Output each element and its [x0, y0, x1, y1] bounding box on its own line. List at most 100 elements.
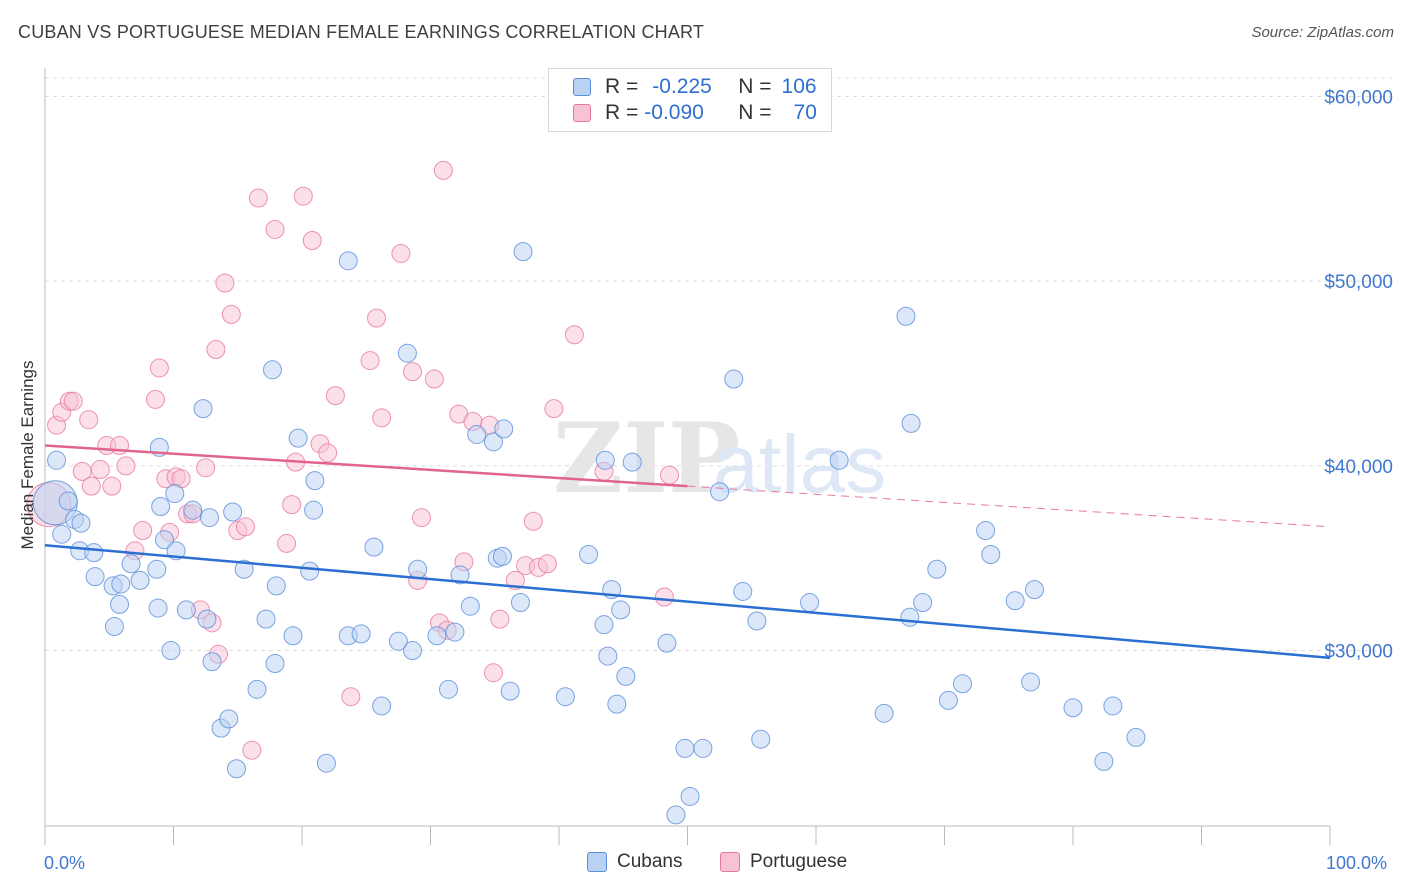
portuguese-point [325, 386, 345, 406]
bottom-legend-cubans[interactable]: Cubans [587, 851, 683, 873]
cuban-point [607, 694, 627, 714]
bottom-legend-portuguese[interactable]: Portuguese [720, 851, 847, 873]
legend-r-label: R = [605, 101, 639, 124]
cuban-point [1005, 591, 1025, 611]
cuban-point [733, 581, 753, 601]
cuban-point [165, 484, 185, 504]
portuguese-point [242, 740, 262, 760]
cuban-point [71, 513, 91, 533]
cuban-point [595, 450, 615, 470]
portuguese-point [433, 160, 453, 180]
portuguese-point [318, 443, 338, 463]
cuban-point [693, 738, 713, 758]
portuguese-point [102, 476, 122, 496]
cuban-point [338, 251, 358, 271]
cuban-point [197, 609, 217, 629]
cuban-point [494, 419, 514, 439]
cubans-legend-label: Cubans [617, 851, 683, 872]
portuguese-point [403, 362, 423, 382]
cuban-point [445, 622, 465, 642]
cuban-point [85, 567, 105, 587]
x-tick-label-min: 0.0% [44, 853, 86, 873]
cuban-point [510, 593, 530, 613]
cuban-point [262, 360, 282, 380]
cuban-point [594, 615, 614, 635]
cuban-point [223, 502, 243, 522]
cuban-point [176, 600, 196, 620]
portuguese-point [116, 456, 136, 476]
cuban-point [938, 690, 958, 710]
cuban-point [47, 450, 67, 470]
cuban-point [1094, 751, 1114, 771]
portuguese-point [654, 587, 674, 607]
portuguese-point [544, 399, 564, 419]
cuban-point [110, 594, 130, 614]
cuban-point [151, 496, 171, 516]
cuban-point [710, 482, 730, 502]
legend-row-cubans: R = -0.225 N = 106 [573, 75, 817, 99]
portuguese-point [215, 273, 235, 293]
portuguese-point [367, 308, 387, 328]
cuban-point [147, 559, 167, 579]
legend-row-portuguese: R = -0.090 N = 70 [573, 101, 817, 125]
cubans-swatch [573, 78, 591, 96]
portuguese-point [248, 188, 268, 208]
cuban-point [438, 679, 458, 699]
cuban-point [913, 593, 933, 613]
portuguese-point [79, 410, 99, 430]
cuban-point [305, 471, 325, 491]
cuban-point [467, 424, 487, 444]
cuban-point [616, 666, 636, 686]
portuguese-point [490, 609, 510, 629]
cuban-point [266, 576, 286, 596]
cuban-point [555, 687, 575, 707]
cuban-point [483, 432, 503, 452]
cuban-point [130, 570, 150, 590]
cuban-point [1126, 727, 1146, 747]
portuguese-point [133, 520, 153, 540]
portuguese-point [265, 219, 285, 239]
cuban-point [219, 709, 239, 729]
y-tick-labels: $60,000 $50,000 $40,000 $30,000 [1324, 87, 1393, 662]
watermark-atlas: atlas [713, 419, 886, 510]
cuban-point [747, 611, 767, 631]
cuban-point [927, 559, 947, 579]
cuban-point [724, 369, 744, 389]
cuban-point [666, 805, 686, 825]
cuban-point [403, 641, 423, 661]
portuguese-point [282, 495, 302, 515]
cuban-point [234, 559, 254, 579]
cuban-point [611, 600, 631, 620]
legend-r-label: R = [605, 75, 639, 98]
portuguese-trend-extension [687, 485, 1331, 528]
cuban-points [32, 242, 1146, 825]
cuban-point [952, 674, 972, 694]
cuban-point [304, 500, 324, 520]
cuban-point [52, 524, 72, 544]
cuban-point [104, 617, 124, 637]
cuban-point [427, 626, 447, 646]
legend-n-value-cubans: 106 [781, 75, 817, 98]
portuguese-point [483, 663, 503, 683]
portuguese-point [424, 369, 444, 389]
portuguese-point [293, 186, 313, 206]
cuban-point [579, 545, 599, 565]
cuban-point [900, 607, 920, 627]
cubans-legend-swatch [587, 852, 607, 872]
cuban-point [901, 413, 921, 433]
cuban-point [680, 786, 700, 806]
cuban-point [193, 399, 213, 419]
legend-r-value-cubans: -0.225 [652, 75, 712, 98]
y-tick-label: $60,000 [1324, 87, 1393, 108]
portuguese-point [235, 517, 255, 537]
portuguese-legend-swatch [720, 852, 740, 872]
cuban-point [751, 729, 771, 749]
portuguese-point [391, 243, 411, 263]
cuban-point [450, 565, 470, 585]
portuguese-trend-line [44, 444, 688, 488]
portuguese-point [81, 476, 101, 496]
cuban-point [256, 609, 276, 629]
cuban-point [492, 546, 512, 566]
cuban-point [265, 653, 285, 673]
